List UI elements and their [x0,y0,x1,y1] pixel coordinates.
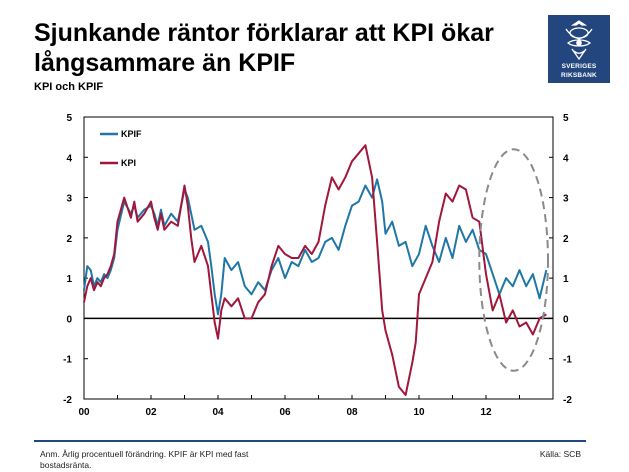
y-tick-label-left: -1 [63,355,72,366]
y-tick-label-right: 1 [563,274,569,285]
x-tick-label: 00 [78,407,90,418]
y-tick-label-left: 1 [66,274,72,285]
footnote: Anm. Årlig procentuell förändring. KPIF … [40,449,249,470]
legend-kpi-label: KPI [121,158,136,168]
x-tick-label: 06 [279,407,291,418]
x-tick-label: 12 [480,407,492,418]
title-line-1: Sjunkande räntor förklarar att KPI ökar [34,19,494,47]
x-tick-label: 02 [145,407,157,418]
y-tick-label-left: 4 [66,153,72,164]
y-tick-label-left: -2 [63,395,72,406]
source-label: Källa: SCB [539,449,581,459]
logo-text-line-1: SVERIGES [561,63,597,70]
y-axis-right-labels: -2 -1 0 1 2 3 4 5 [563,113,572,406]
y-tick-label-right: -1 [563,355,572,366]
y-tick-label-right: 2 [563,234,569,245]
riksbank-emblem-icon [565,20,593,61]
logo-text-line-2: RIKSBANK [561,72,597,79]
x-axis-labels: 00 02 04 06 08 10 12 [78,407,492,418]
y-tick-label-right: 3 [563,194,569,205]
series-group [83,144,548,396]
x-tick-label: 04 [212,407,224,418]
y-tick-label-left: 2 [66,234,72,245]
x-tick-label: 10 [413,407,425,418]
y-tick-label-left: 3 [66,194,72,205]
annotation-ellipse [478,148,549,372]
legend: KPIF KPI [100,129,142,168]
y-tick-label-left: 5 [66,113,72,124]
y-tick-label-right: 5 [563,113,569,124]
series-line-kpi [83,144,547,396]
y-axis-left-labels: -2 -1 0 1 2 3 4 5 [63,113,72,406]
title-line-2: långsammare än KPIF [34,49,296,77]
legend-kpif-label: KPIF [121,129,142,139]
riksbank-logo: SVERIGES RIKSBANK [548,15,610,83]
chart-title: Sjunkande räntor förklarar att KPI ökar … [34,18,534,78]
chart-subtitle: KPI och KPIF [34,81,104,93]
y-tick-label-right: 0 [563,314,569,325]
footer-divider [34,440,586,442]
y-tick-label-right: -2 [563,395,572,406]
y-tick-label-left: 0 [66,314,72,325]
y-tick-label-right: 4 [563,153,569,164]
x-tick-label: 08 [346,407,358,418]
